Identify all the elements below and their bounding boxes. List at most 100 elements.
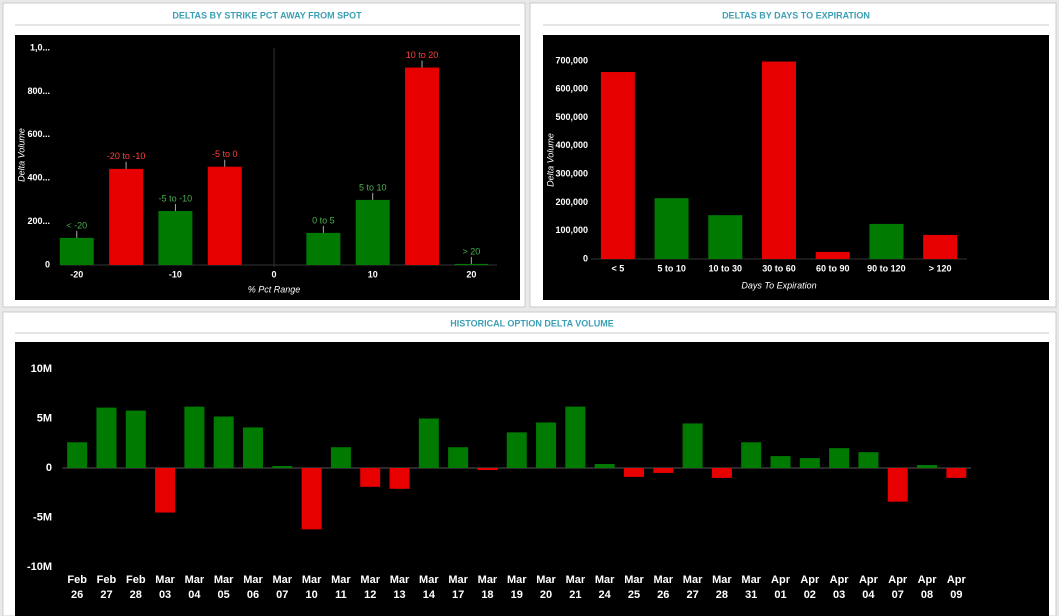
bar <box>389 468 410 489</box>
y-tick-label: 100,000 <box>555 225 588 235</box>
bar <box>741 442 762 468</box>
x-tick-label: > 120 <box>929 263 952 273</box>
data-label: 10 to 20 <box>406 50 439 60</box>
bar <box>506 432 527 468</box>
x-tick-label: Apr 01 <box>771 574 791 601</box>
bar <box>762 61 796 259</box>
x-tick-label: Mar 11 <box>331 574 351 601</box>
bar <box>477 468 498 470</box>
x-tick-label: Mar 20 <box>536 574 556 601</box>
y-tick-label: 300,000 <box>555 169 588 179</box>
x-tick-label: < 5 <box>611 263 624 273</box>
bar <box>330 447 351 468</box>
y-tick-label: -10M <box>27 561 52 573</box>
bar <box>565 406 586 468</box>
x-tick-label: Apr 08 <box>918 574 938 601</box>
bar <box>708 215 743 259</box>
x-tick-label: Apr 09 <box>947 574 967 601</box>
y-tick-label: -5M <box>33 511 52 523</box>
y-tick-label: 600... <box>27 129 50 139</box>
bar <box>405 67 440 265</box>
data-label: < -20 <box>66 220 87 230</box>
y-tick-label: 200,000 <box>555 197 588 207</box>
y-tick-label: 5M <box>37 412 52 424</box>
bar <box>594 464 615 468</box>
x-tick-label: 90 to 120 <box>867 263 906 273</box>
x-tick-label: Feb 28 <box>126 574 146 601</box>
bar <box>536 422 557 468</box>
bar <box>682 423 703 468</box>
bar <box>213 416 234 468</box>
x-tick-label: -20 <box>70 269 83 279</box>
bar <box>869 223 904 259</box>
data-label: 0 to 5 <box>312 215 335 225</box>
x-tick-label: Mar 05 <box>214 574 234 601</box>
chart-title: DELTAS BY STRIKE PCT AWAY FROM SPOT <box>172 10 362 20</box>
data-label: 5 to 10 <box>359 182 387 192</box>
bar <box>59 237 94 265</box>
x-tick-label: 10 to 30 <box>709 263 743 273</box>
x-tick-label: Apr 07 <box>888 574 908 601</box>
bar <box>600 72 635 259</box>
y-tick-label: 200... <box>27 216 50 226</box>
bar <box>301 468 322 530</box>
bar <box>887 468 908 502</box>
y-tick-label: 10M <box>31 363 52 375</box>
y-tick-label: 700,000 <box>555 55 588 65</box>
bar <box>454 263 489 265</box>
x-tick-label: Mar 24 <box>595 574 615 601</box>
bar <box>858 452 879 468</box>
bar <box>799 458 820 468</box>
x-tick-label: Mar 07 <box>273 574 293 601</box>
chart-title: DELTAS BY DAYS TO EXPIRATION <box>722 10 870 20</box>
x-tick-label: Feb 27 <box>97 574 117 601</box>
x-axis-label: Days To Expiration <box>741 280 816 290</box>
x-tick-label: 10 <box>368 269 378 279</box>
bar <box>125 410 146 468</box>
bar <box>355 199 390 265</box>
bar <box>96 407 117 468</box>
bar <box>654 198 689 259</box>
x-tick-label: Mar 25 <box>624 574 644 601</box>
x-tick-label: Mar 26 <box>654 574 674 601</box>
y-tick-label: 400... <box>27 173 50 183</box>
bar <box>770 456 791 468</box>
x-tick-label: Mar 21 <box>566 574 586 601</box>
bar <box>829 448 850 468</box>
bar <box>815 251 850 259</box>
x-tick-label: 20 <box>466 269 476 279</box>
bar <box>242 427 263 468</box>
x-tick-label: Mar 17 <box>448 574 468 601</box>
x-tick-label: Mar 31 <box>741 574 761 601</box>
x-tick-label: Mar 12 <box>360 574 380 601</box>
bar <box>653 468 674 473</box>
y-tick-label: 0 <box>583 253 588 263</box>
bar <box>67 442 88 468</box>
bar <box>184 406 205 468</box>
x-tick-label: Apr 04 <box>859 574 879 601</box>
bar <box>923 234 958 259</box>
x-tick-label: 30 to 60 <box>762 263 796 273</box>
bar <box>109 168 144 265</box>
x-tick-label: Feb 26 <box>67 574 87 601</box>
data-label: -5 to 0 <box>212 149 238 159</box>
x-tick-label: 60 to 90 <box>816 263 850 273</box>
x-tick-label: Mar 27 <box>683 574 703 601</box>
x-tick-label: Mar 18 <box>478 574 498 601</box>
bar <box>623 468 644 477</box>
x-tick-label: Apr 02 <box>800 574 820 601</box>
bar <box>360 468 381 487</box>
y-axis-label: Delta Volume <box>545 133 555 187</box>
y-tick-label: 0 <box>46 462 52 474</box>
x-tick-label: -10 <box>169 269 182 279</box>
plot-area <box>15 342 1049 616</box>
bar <box>946 468 967 478</box>
y-tick-label: 600,000 <box>555 84 588 94</box>
data-label: -20 to -10 <box>107 151 146 161</box>
bar <box>207 166 242 265</box>
x-tick-label: Apr 03 <box>830 574 850 601</box>
bar <box>448 447 469 468</box>
x-tick-label: Mar 06 <box>243 574 263 601</box>
x-tick-label: Mar 13 <box>390 574 410 601</box>
